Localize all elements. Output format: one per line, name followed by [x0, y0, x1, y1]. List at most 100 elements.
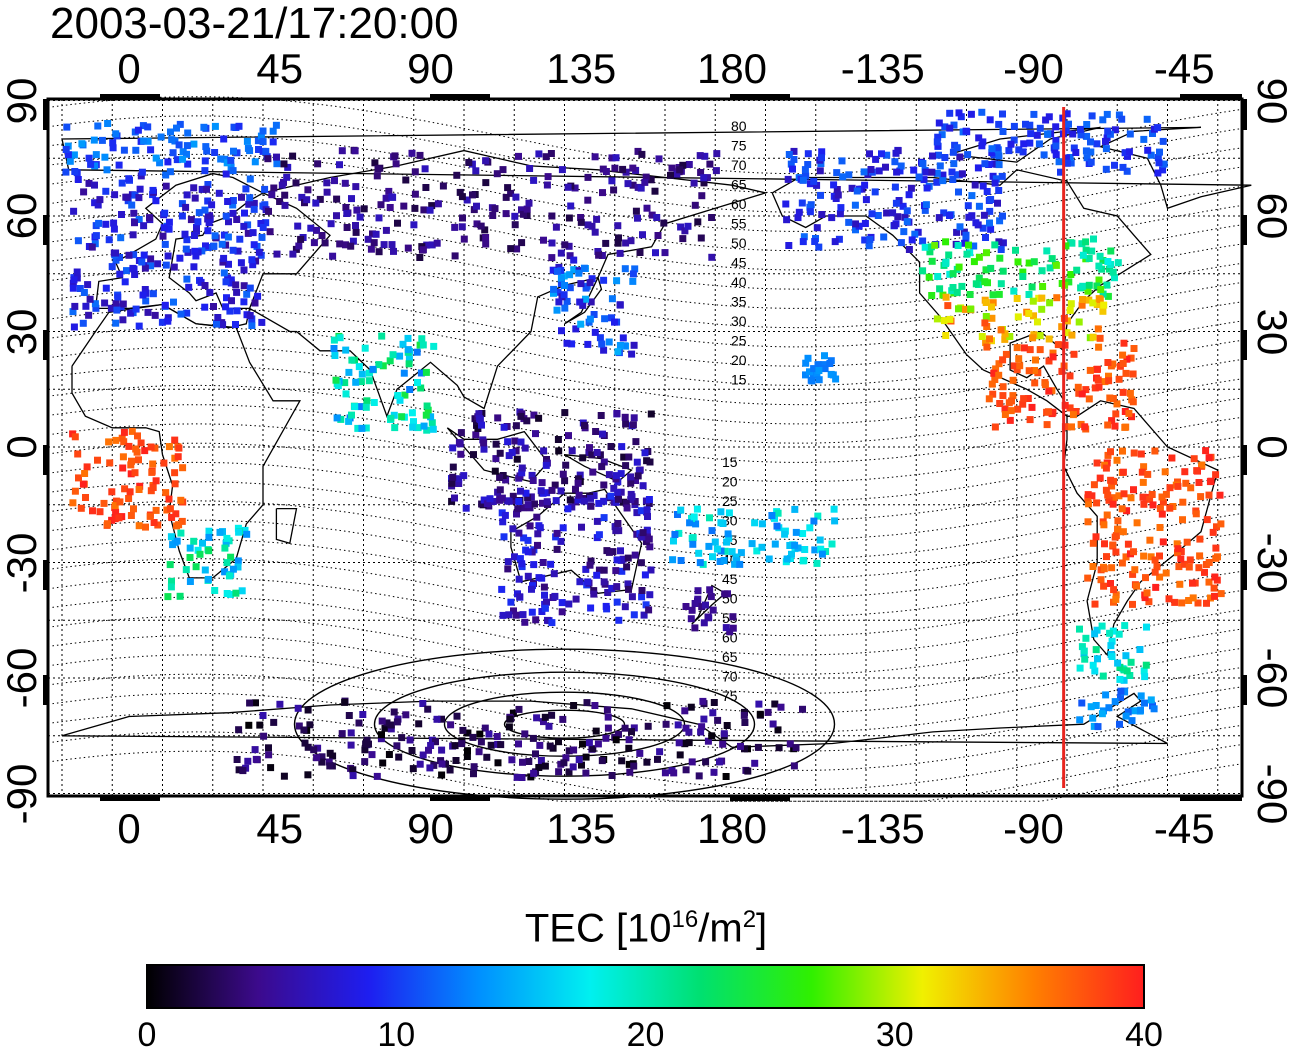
tec-point	[469, 191, 476, 199]
tec-point	[177, 496, 185, 504]
tec-point	[687, 703, 695, 711]
contour-label: 80	[731, 118, 747, 134]
top-lon-label: 0	[117, 45, 141, 92]
tec-point	[831, 517, 839, 525]
tec-point	[1119, 351, 1127, 359]
tec-point	[424, 705, 432, 713]
tec-point	[289, 152, 297, 160]
tec-point	[792, 744, 800, 752]
tec-point	[955, 305, 962, 313]
tec-point	[643, 204, 651, 212]
tec-point	[771, 700, 779, 708]
tec-point	[1106, 629, 1114, 637]
frame-bar	[43, 675, 49, 705]
tec-point	[167, 583, 175, 591]
contour-label: 50	[731, 235, 747, 251]
tec-point	[200, 123, 208, 131]
tec-point	[891, 183, 899, 191]
tec-point	[259, 127, 267, 135]
tec-point	[982, 266, 990, 274]
tec-point	[708, 527, 716, 535]
tec-point	[995, 187, 1003, 194]
tec-point	[1044, 130, 1052, 138]
tec-point	[631, 265, 639, 273]
tec-point	[698, 723, 706, 731]
tec-point	[941, 123, 949, 131]
tec-point	[1013, 366, 1021, 374]
tec-point	[289, 250, 297, 258]
tec-point	[717, 519, 725, 527]
tec-point	[897, 162, 905, 170]
tec-point	[196, 550, 204, 558]
tec-point	[96, 508, 104, 516]
tec-point	[795, 208, 803, 216]
tec-point	[1103, 110, 1111, 118]
tec-point	[561, 409, 569, 417]
tec-point	[1068, 331, 1076, 339]
tec-point	[1094, 723, 1102, 731]
tec-point	[529, 734, 537, 742]
tec-point	[382, 194, 390, 202]
tec-point	[237, 259, 245, 267]
tec-point	[731, 560, 739, 568]
tec-point	[621, 603, 629, 611]
tec-point	[1108, 564, 1116, 572]
tec-point	[630, 341, 638, 349]
contour-label: 20	[731, 352, 747, 368]
tec-point	[1195, 479, 1203, 486]
tec-point	[355, 363, 363, 371]
tec-point	[1198, 461, 1206, 469]
tec-point	[118, 179, 126, 187]
tec-point	[506, 715, 514, 723]
tec-point	[559, 715, 567, 723]
tec-point	[1196, 552, 1204, 560]
tec-point	[651, 187, 659, 195]
tec-point	[995, 120, 1003, 128]
tec-point	[1101, 378, 1109, 386]
tec-point	[923, 184, 931, 192]
tec-point	[894, 213, 902, 221]
tec-point	[989, 291, 997, 299]
tec-point	[936, 162, 944, 170]
tec-point	[1216, 491, 1224, 499]
tec-point	[1063, 159, 1071, 167]
tec-point	[1205, 491, 1213, 499]
tec-point	[312, 199, 320, 207]
tec-point	[608, 772, 616, 779]
tec-point	[389, 351, 397, 359]
tec-point	[342, 241, 349, 249]
tec-point	[586, 561, 594, 569]
tec-point	[1102, 691, 1110, 699]
contour-label: 15	[731, 372, 747, 388]
tec-point	[458, 740, 466, 748]
tec-point	[679, 161, 687, 169]
tec-point	[648, 211, 656, 219]
tec-point	[530, 769, 538, 777]
tec-point	[986, 116, 994, 124]
tec-point	[112, 300, 120, 308]
tec-point	[537, 757, 545, 764]
tec-point	[1116, 675, 1124, 683]
tec-point	[211, 122, 219, 130]
tec-point	[790, 156, 798, 163]
tec-point	[1109, 627, 1117, 635]
tec-point	[570, 702, 578, 709]
tec-point	[567, 202, 575, 210]
tec-point	[608, 177, 616, 185]
tec-point	[615, 616, 623, 624]
tec-point	[1100, 521, 1108, 529]
tec-point	[995, 290, 1003, 298]
tec-point	[962, 235, 970, 243]
tec-point	[991, 423, 999, 431]
tec-point	[448, 479, 456, 487]
tec-point	[714, 716, 722, 724]
tec-point	[1063, 110, 1071, 118]
tec-point	[280, 772, 288, 780]
tec-point	[889, 209, 897, 217]
tec-point	[251, 299, 259, 307]
tec-point	[935, 214, 943, 222]
tec-point	[175, 141, 183, 149]
tec-point	[240, 282, 248, 290]
tec-point	[427, 742, 435, 749]
tec-point	[965, 241, 972, 249]
